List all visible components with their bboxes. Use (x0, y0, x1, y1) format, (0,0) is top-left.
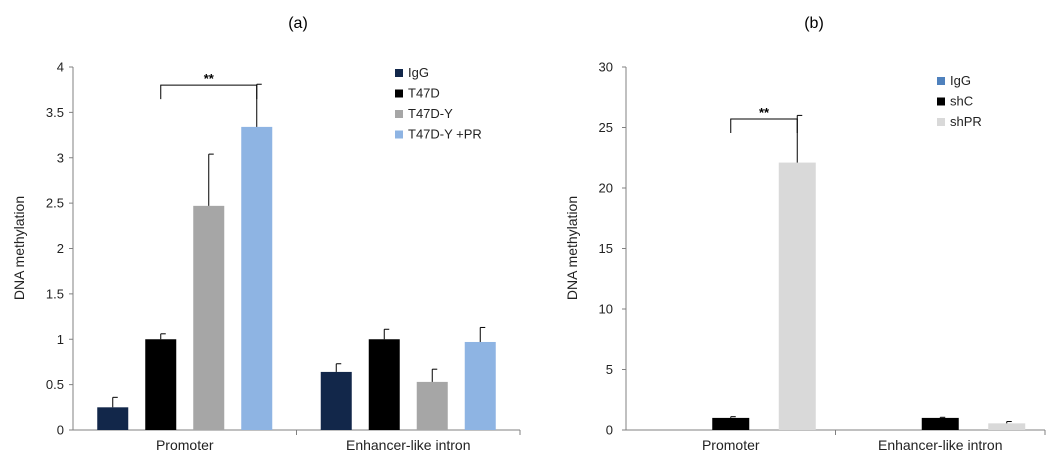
legend-label: IgG (408, 65, 429, 80)
significance-bracket (730, 118, 798, 134)
legend-swatch (395, 110, 403, 118)
significance-label: ** (759, 105, 770, 120)
legend-swatch (395, 89, 403, 98)
x-category-label: Enhancer-like intron (878, 437, 1003, 453)
y-tick-label: 4 (57, 60, 64, 75)
bar-t47d (145, 339, 177, 430)
panel-b-bars: ** (712, 105, 1026, 430)
panel-a-chart: (a) DNA methylation 0 0.5 1 1.5 2 2.5 3 3.5 4 Pro… (11, 15, 521, 453)
panel-a-bars: ** (97, 71, 496, 431)
y-tick-label: 10 (599, 302, 613, 317)
bar-shc (712, 417, 750, 430)
bar-shpr (988, 423, 1026, 430)
y-tick-label: 20 (599, 181, 613, 196)
panel-b-chart: (b) DNA methylation 0 5 10 15 20 25 30 Promoter… (564, 15, 1046, 453)
legend-label: T47D-Y +PR (408, 127, 482, 142)
panel-a-axes: 0 0.5 1 1.5 2 2.5 3 3.5 4 Promoter Enhancer-like i… (46, 60, 521, 453)
bar-t47d (368, 339, 400, 430)
bar-t47d-y-pr (464, 341, 496, 430)
bar-t47d-y (193, 205, 225, 430)
panel-b-y-axis-label: DNA methylation (564, 196, 580, 300)
panel-b-legend: IgG shC shPR (937, 73, 982, 129)
y-tick-label: 1 (57, 332, 64, 347)
y-tick-label: 5 (606, 362, 613, 377)
legend-swatch (937, 77, 945, 85)
legend-label: IgG (950, 73, 971, 88)
legend-swatch (937, 97, 945, 106)
bar-t47d-y (416, 381, 448, 430)
panel-a-y-axis-label: DNA methylation (11, 196, 27, 300)
bar-t47d-y-pr (241, 126, 273, 431)
legend-label: shPR (950, 114, 982, 129)
significance-label: ** (204, 71, 215, 86)
legend-label: T47D (408, 86, 440, 101)
bar-shc (921, 417, 959, 430)
y-tick-label: 3 (57, 150, 64, 165)
y-tick-label: 0 (606, 423, 613, 438)
y-tick-label: 3.5 (46, 105, 64, 120)
y-tick-label: 15 (599, 241, 613, 256)
y-tick-label: 0 (57, 423, 64, 438)
legend-swatch (395, 69, 403, 77)
legend-swatch (395, 130, 403, 139)
panel-b-axes: 0 5 10 15 20 25 30 Promoter Enhancer-like intron (599, 60, 1046, 453)
y-tick-label: 1.5 (46, 286, 64, 301)
panel-a-title: (a) (288, 15, 308, 32)
y-tick-label: 0.5 (46, 377, 64, 392)
bar-igg (320, 371, 352, 430)
x-category-label: Promoter (156, 437, 214, 453)
y-tick-label: 30 (599, 60, 613, 75)
y-tick-label: 25 (599, 120, 613, 135)
panel-a-legend: IgG T47D T47D-Y T47D-Y +PR (395, 65, 482, 142)
bar-igg (97, 407, 129, 430)
x-category-label: Promoter (702, 437, 760, 453)
legend-label: shC (950, 94, 973, 109)
x-category-label: Enhancer-like intron (346, 437, 471, 453)
legend-label: T47D-Y (408, 106, 453, 121)
y-tick-label: 2 (57, 241, 64, 256)
y-tick-label: 2.5 (46, 196, 64, 211)
significance-bracket (160, 84, 258, 100)
bar-shpr (778, 162, 816, 430)
panel-b-title: (b) (804, 15, 824, 32)
legend-swatch (937, 118, 945, 126)
